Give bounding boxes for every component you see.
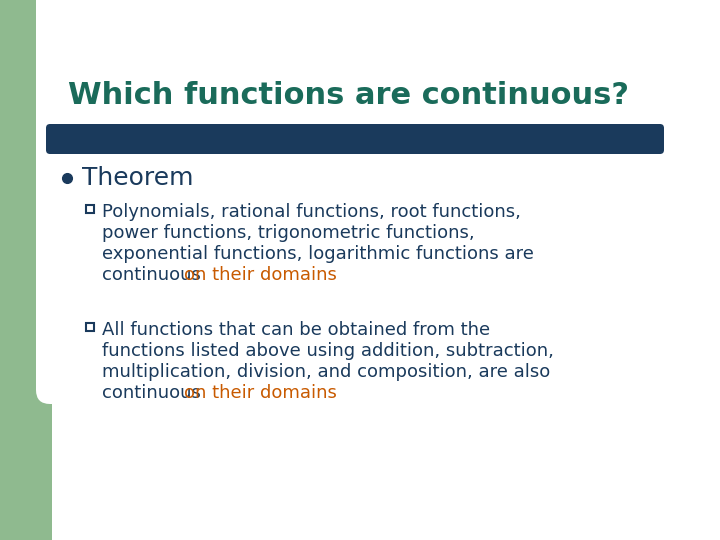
Text: Which functions are continuous?: Which functions are continuous? — [68, 80, 629, 110]
Bar — [0, 0, 52, 540]
Text: power functions, trigonometric functions,: power functions, trigonometric functions… — [102, 224, 474, 242]
Bar — [86, 205, 94, 213]
Text: multiplication, division, and composition, are also: multiplication, division, and compositio… — [102, 363, 550, 381]
Bar — [270, 0, 720, 120]
Text: on their domains: on their domains — [184, 266, 337, 284]
Text: on their domains: on their domains — [184, 384, 337, 402]
Bar — [0, 0, 270, 120]
Text: continuous: continuous — [102, 266, 207, 284]
FancyBboxPatch shape — [46, 124, 664, 154]
Bar — [0, 0, 300, 150]
FancyBboxPatch shape — [36, 0, 720, 404]
Text: All functions that can be obtained from the: All functions that can be obtained from … — [102, 321, 490, 339]
Text: functions listed above using addition, subtraction,: functions listed above using addition, s… — [102, 342, 554, 360]
Text: continuous: continuous — [102, 384, 207, 402]
Text: Theorem: Theorem — [82, 166, 194, 190]
Bar — [86, 323, 94, 331]
FancyBboxPatch shape — [0, 0, 300, 162]
Text: Polynomials, rational functions, root functions,: Polynomials, rational functions, root fu… — [102, 203, 521, 221]
Text: exponential functions, logarithmic functions are: exponential functions, logarithmic funct… — [102, 245, 534, 263]
